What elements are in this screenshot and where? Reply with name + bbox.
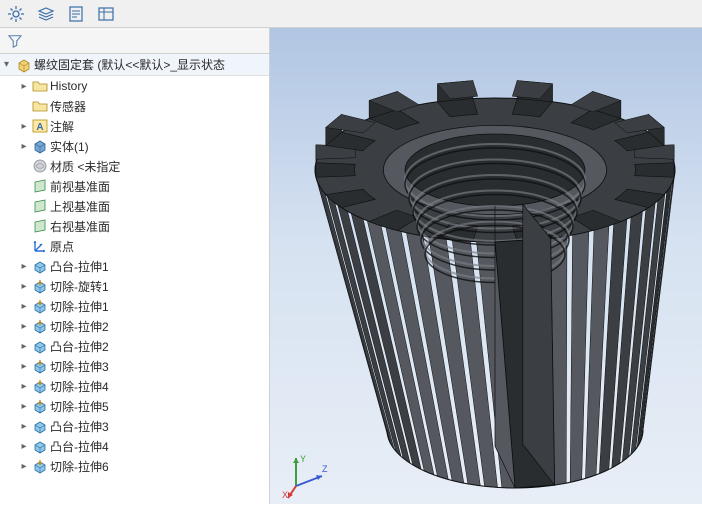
tree-items: ▸ History 传感器 ▸ A 注解 ▸ 实体(1) 材质 <未指定前视基准面上视基准面右视…	[0, 76, 269, 504]
origin-icon	[30, 238, 50, 254]
expander[interactable]: ▸	[18, 401, 30, 412]
tree-filter-row[interactable]	[0, 28, 269, 54]
node-label: 切除-拉伸6	[50, 458, 109, 475]
node-label: 凸台-拉伸3	[50, 418, 109, 435]
tab4-icon[interactable]	[94, 2, 118, 26]
node-cutextrude6[interactable]: ▸ 切除-拉伸6	[0, 456, 269, 476]
node-plane-right[interactable]: 右视基准面	[0, 216, 269, 236]
node-cutextrude3[interactable]: ▸ 切除-拉伸3	[0, 356, 269, 376]
extrude-icon	[30, 338, 50, 354]
node-label: 传感器	[50, 98, 86, 115]
expander[interactable]: ▸	[18, 381, 30, 392]
root-label: 螺纹固定套 (默认<<默认>_显示状态	[34, 56, 225, 73]
node-label: 右视基准面	[50, 218, 110, 235]
folder-icon	[30, 78, 50, 94]
plane-icon	[30, 198, 50, 214]
extrude-icon	[30, 258, 50, 274]
node-label: 切除-旋转1	[50, 278, 109, 295]
node-extrude1[interactable]: ▸ 凸台-拉伸1	[0, 256, 269, 276]
expander[interactable]: ▸	[18, 461, 30, 472]
node-cutrevolve1[interactable]: ▸ 切除-旋转1	[0, 276, 269, 296]
node-annotations[interactable]: ▸ A 注解	[0, 116, 269, 136]
expander[interactable]: ▸	[18, 421, 30, 432]
expander[interactable]: ▸	[18, 121, 30, 132]
orientation-triad-icon[interactable]: Y Z X	[282, 452, 330, 500]
part-icon	[16, 57, 34, 73]
panel-tabs-toolbar	[0, 0, 702, 28]
expander[interactable]: ▸	[18, 261, 30, 272]
expander[interactable]: ▸	[18, 321, 30, 332]
node-cutextrude4[interactable]: ▸ 切除-拉伸4	[0, 376, 269, 396]
tab3-icon[interactable]	[64, 2, 88, 26]
cut-icon	[30, 458, 50, 474]
model-preview	[275, 30, 695, 520]
assembly-icon[interactable]	[34, 2, 58, 26]
node-label: 切除-拉伸4	[50, 378, 109, 395]
tree-root-node[interactable]: ▾ 螺纹固定套 (默认<<默认>_显示状态	[0, 54, 269, 76]
node-label: 实体(1)	[50, 138, 89, 155]
expander[interactable]: ▸	[18, 281, 30, 292]
node-label: 凸台-拉伸2	[50, 338, 109, 355]
svg-text:A: A	[36, 122, 43, 133]
node-label: 切除-拉伸3	[50, 358, 109, 375]
node-material[interactable]: 材质 <未指定	[0, 156, 269, 176]
annot-icon: A	[30, 118, 50, 134]
expander[interactable]: ▸	[18, 301, 30, 312]
cut-icon	[30, 398, 50, 414]
node-cutextrude2[interactable]: ▸ 切除-拉伸2	[0, 316, 269, 336]
root-expander[interactable]: ▾	[4, 59, 16, 70]
node-label: 凸台-拉伸4	[50, 438, 109, 455]
svg-text:Y: Y	[300, 454, 306, 464]
cut-icon	[30, 318, 50, 334]
expander[interactable]: ▸	[18, 361, 30, 372]
node-label: 切除-拉伸2	[50, 318, 109, 335]
cut-icon	[30, 378, 50, 394]
cut-icon	[30, 278, 50, 294]
node-label: 注解	[50, 118, 74, 135]
node-extrude2[interactable]: ▸ 凸台-拉伸2	[0, 336, 269, 356]
svg-text:X: X	[282, 490, 288, 500]
svg-text:Z: Z	[322, 464, 328, 474]
feature-manager-tree-panel: ▾ 螺纹固定套 (默认<<默认>_显示状态 ▸ History 传感器 ▸ A 注解 ▸ 实体…	[0, 28, 270, 504]
node-plane-front[interactable]: 前视基准面	[0, 176, 269, 196]
node-cutextrude1[interactable]: ▸ 切除-拉伸1	[0, 296, 269, 316]
node-label: 前视基准面	[50, 178, 110, 195]
node-label: 上视基准面	[50, 198, 110, 215]
cut-icon	[30, 298, 50, 314]
node-label: 切除-拉伸1	[50, 298, 109, 315]
extrude-icon	[30, 438, 50, 454]
node-solidbodies[interactable]: ▸ 实体(1)	[0, 136, 269, 156]
graphics-viewport[interactable]: Y Z X	[270, 28, 702, 504]
node-extrude3[interactable]: ▸ 凸台-拉伸3	[0, 416, 269, 436]
node-label: 原点	[50, 238, 74, 255]
node-label: History	[50, 79, 87, 93]
node-cutextrude5[interactable]: ▸ 切除-拉伸5	[0, 396, 269, 416]
expander[interactable]: ▸	[18, 441, 30, 452]
expander[interactable]: ▸	[18, 81, 30, 92]
node-label: 切除-拉伸5	[50, 398, 109, 415]
node-plane-top[interactable]: 上视基准面	[0, 196, 269, 216]
node-origin[interactable]: 原点	[0, 236, 269, 256]
solid-icon	[30, 138, 50, 154]
config-icon[interactable]	[4, 2, 28, 26]
plane-icon	[30, 178, 50, 194]
material-icon	[30, 158, 50, 174]
plane-icon	[30, 218, 50, 234]
funnel-icon	[8, 34, 22, 48]
expander[interactable]: ▸	[18, 341, 30, 352]
node-history[interactable]: ▸ History	[0, 76, 269, 96]
cut-icon	[30, 358, 50, 374]
node-extrude4[interactable]: ▸ 凸台-拉伸4	[0, 436, 269, 456]
extrude-icon	[30, 418, 50, 434]
main-area: ▾ 螺纹固定套 (默认<<默认>_显示状态 ▸ History 传感器 ▸ A 注解 ▸ 实体…	[0, 28, 702, 504]
node-label: 材质 <未指定	[50, 158, 120, 175]
node-label: 凸台-拉伸1	[50, 258, 109, 275]
folder-icon	[30, 98, 50, 114]
expander[interactable]: ▸	[18, 141, 30, 152]
node-sensors[interactable]: 传感器	[0, 96, 269, 116]
